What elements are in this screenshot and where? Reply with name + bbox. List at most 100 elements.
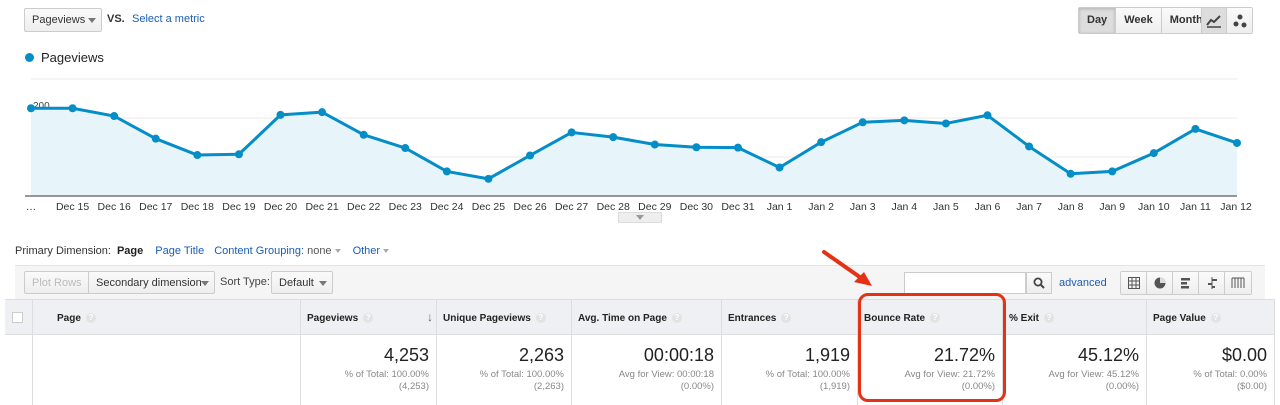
performance-view-button[interactable] — [1173, 272, 1199, 294]
x-tick-label: Jan 12 — [1220, 201, 1252, 213]
percentage-view-button[interactable] — [1147, 272, 1173, 294]
data-point — [193, 151, 202, 160]
primary-dimension-bar: Primary Dimension: Page Page Title Conte… — [15, 245, 399, 257]
column-header-page[interactable]: Page? — [33, 299, 301, 335]
x-tick-label: Dec 24 — [430, 201, 463, 213]
column-header-entrances[interactable]: Entrances? — [722, 299, 858, 335]
line-chart-button[interactable] — [1202, 8, 1227, 33]
column-header-page-value[interactable]: Page Value? — [1147, 299, 1275, 335]
metric-select[interactable]: Pageviews — [24, 8, 102, 32]
grid-icon — [1127, 277, 1140, 289]
totals-entrances-abs: (1,919) — [819, 381, 850, 392]
dimension-content-grouping[interactable]: Content Grouping: — [214, 245, 305, 257]
help-icon[interactable]: ? — [1210, 313, 1221, 324]
x-tick-label: Dec 29 — [638, 201, 671, 213]
column-header-unique-pageviews[interactable]: Unique Pageviews? — [437, 299, 572, 335]
data-point — [941, 119, 950, 128]
data-point — [484, 174, 493, 183]
help-icon[interactable]: ? — [363, 313, 374, 324]
dimension-other[interactable]: Other — [353, 245, 390, 257]
comparison-view-button[interactable] — [1199, 272, 1225, 294]
dimension-page[interactable]: Page — [116, 245, 144, 257]
data-point — [733, 143, 742, 152]
motion-chart-button[interactable] — [1227, 8, 1252, 33]
help-icon[interactable]: ? — [535, 313, 546, 324]
legend-marker — [25, 53, 34, 62]
help-icon[interactable]: ? — [930, 313, 941, 324]
secondary-dimension-select[interactable]: Secondary dimension — [88, 271, 215, 294]
totals-unique-pageviews-value: 2,263 — [518, 345, 564, 365]
chart-type-selector — [1201, 7, 1253, 34]
select-metric-link[interactable]: Select a metric — [132, 13, 205, 25]
x-tick-label: Dec 20 — [264, 201, 297, 213]
data-point — [318, 108, 327, 117]
x-tick-label: Dec 22 — [347, 201, 380, 213]
dimension-page-title[interactable]: Page Title — [155, 245, 205, 257]
series-line — [31, 106, 1238, 181]
x-tick-label: Dec 16 — [98, 201, 131, 213]
table-search-input[interactable] — [904, 272, 1026, 294]
day-button[interactable]: Day — [1079, 8, 1117, 33]
totals-pageviews: 4,253 % of Total: 100.00% (4,253) — [301, 335, 437, 405]
help-icon[interactable]: ? — [1044, 313, 1055, 324]
x-tick-label: Dec 15 — [56, 201, 89, 213]
bubble-chart-icon — [1233, 14, 1246, 27]
sort-type-select[interactable]: Default — [271, 271, 333, 294]
advanced-filter-link[interactable]: advanced — [1059, 277, 1107, 289]
column-header-exit-label: % Exit — [1009, 313, 1040, 324]
totals-unique-pageviews-pct: % of Total: 100.00% — [479, 369, 564, 380]
data-point — [110, 112, 119, 121]
data-point — [359, 130, 368, 139]
help-icon[interactable]: ? — [85, 313, 96, 324]
totals-pageviews-value: 4,253 — [383, 345, 429, 365]
data-point — [1191, 124, 1200, 133]
select-all-checkbox[interactable] — [12, 312, 23, 323]
column-header-pageviews-label: Pageviews — [307, 313, 359, 324]
data-point — [234, 150, 243, 159]
x-tick-label: Dec 26 — [513, 201, 546, 213]
column-header-pageviews[interactable]: Pageviews? ↓ — [301, 299, 437, 335]
sort-descending-icon: ↓ — [427, 310, 433, 324]
totals-exit-avg: Avg for View: 45.12% — [1048, 369, 1139, 380]
chevron-down-icon — [88, 18, 96, 23]
data-point — [900, 116, 909, 125]
chart-collapse-handle[interactable] — [618, 212, 662, 223]
x-tick-label: Jan 2 — [808, 201, 834, 213]
dimension-other-label: Other — [352, 245, 381, 257]
column-header-exit[interactable]: % Exit? — [1003, 299, 1147, 335]
totals-exit-delta: (0.00%) — [1105, 381, 1139, 392]
column-header-bounce-rate[interactable]: Bounce Rate? — [858, 299, 1003, 335]
column-header-entrances-label: Entrances — [728, 313, 777, 324]
help-icon[interactable]: ? — [781, 313, 792, 324]
totals-page-cell — [33, 335, 301, 405]
column-header-unique-pageviews-label: Unique Pageviews — [443, 313, 531, 324]
bounce-rate-highlight — [858, 293, 1006, 402]
x-tick-label: Dec 30 — [680, 201, 713, 213]
secondary-dimension-label: Secondary dimension — [96, 277, 202, 289]
x-tick-label: Dec 21 — [305, 201, 338, 213]
pivot-icon — [1231, 277, 1245, 288]
column-header-page-label: Page — [57, 313, 81, 324]
chevron-down-icon — [334, 249, 341, 254]
x-tick-label: Jan 8 — [1058, 201, 1084, 213]
totals-page-value-abs: ($0.00) — [1236, 381, 1267, 392]
search-button[interactable] — [1026, 272, 1052, 294]
x-tick-label: Dec 27 — [555, 201, 588, 213]
data-view-button[interactable] — [1121, 272, 1147, 294]
data-point — [567, 128, 576, 137]
y-tick-label: 300 — [33, 70, 50, 73]
week-button[interactable]: Week — [1116, 8, 1162, 33]
data-point — [650, 140, 659, 149]
data-point — [151, 134, 160, 143]
x-tick-label: Jan 5 — [933, 201, 959, 213]
content-grouping-value[interactable]: none — [307, 245, 341, 257]
line-chart-icon — [1206, 14, 1221, 28]
column-header-avg-time[interactable]: Avg. Time on Page? — [572, 299, 722, 335]
data-point — [68, 104, 77, 113]
x-tick-label: Dec 31 — [721, 201, 754, 213]
x-tick-label: Jan 9 — [1099, 201, 1125, 213]
pivot-view-button[interactable] — [1225, 272, 1251, 294]
table-toolbar: Plot Rows Secondary dimension Sort Type:… — [15, 265, 1265, 299]
help-icon[interactable]: ? — [671, 313, 682, 324]
plot-rows-button[interactable]: Plot Rows — [24, 271, 90, 294]
